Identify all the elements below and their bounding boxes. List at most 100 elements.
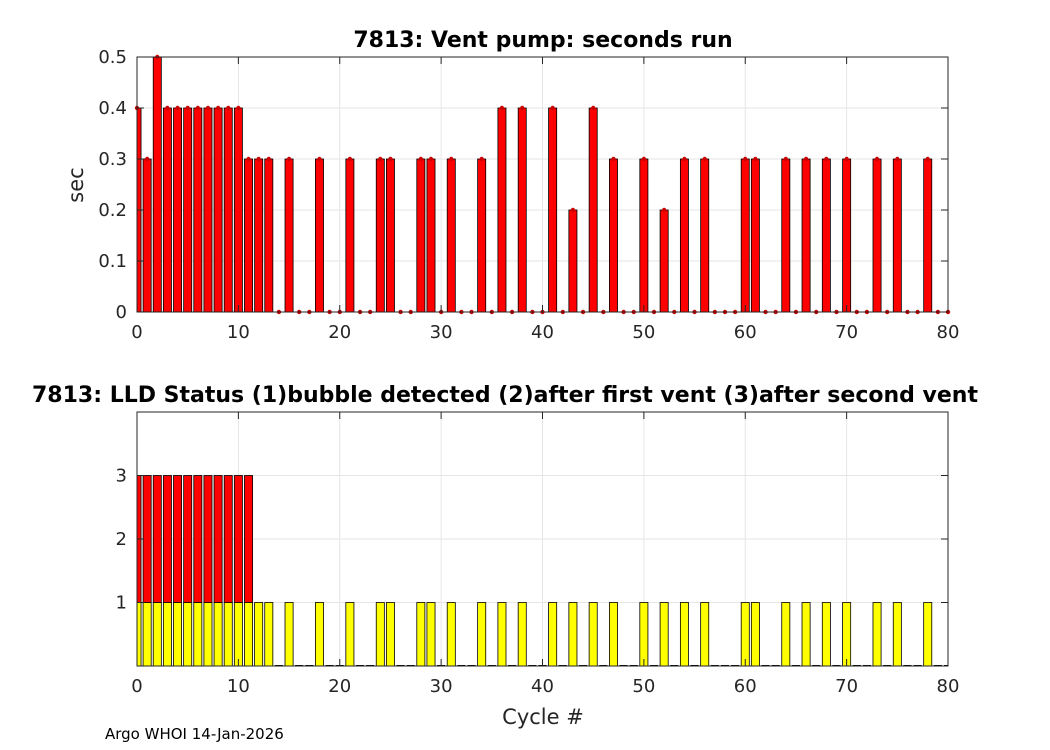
lld-status-xlabel: Cycle # <box>502 705 584 729</box>
vent-pump-bar <box>740 158 750 313</box>
vent-pump-bar <box>588 107 598 313</box>
lld-status-bar-bubble <box>244 602 253 667</box>
vent-pump-point <box>702 156 707 162</box>
vent-pump-point <box>925 156 930 162</box>
lld-status-xtick-label: 60 <box>734 676 757 697</box>
vent-pump-point <box>844 156 849 162</box>
lld-status-bar-bubble <box>872 602 882 667</box>
lld-status-bar-second-vent <box>213 475 223 603</box>
vent-pump-bar <box>750 158 760 313</box>
lld-status-xtick-label: 20 <box>328 676 351 697</box>
vent-pump-point <box>895 156 900 162</box>
vent-pump-point <box>682 156 687 162</box>
vent-pump-point <box>499 105 505 111</box>
vent-pump-point <box>256 156 261 162</box>
vent-pump-bar <box>284 158 294 313</box>
vent-pump-bar <box>609 158 618 313</box>
vent-pump-bar <box>548 107 558 313</box>
vent-pump-point <box>347 156 353 162</box>
vent-pump-bar <box>416 158 426 313</box>
vent-pump-xtick-label: 0 <box>131 322 142 343</box>
vent-pump-bar <box>679 158 689 313</box>
lld-status-ytick-label: 1 <box>116 593 127 614</box>
vent-pump-bar <box>385 158 395 313</box>
vent-pump-point <box>286 156 292 162</box>
lld-status-bar-bubble <box>842 602 852 667</box>
lld-status-bar-bubble <box>477 602 487 667</box>
lld-status-bar-bubble <box>446 602 456 667</box>
lld-status-bar-bubble <box>345 602 355 667</box>
lld-status-bar-second-vent <box>244 475 253 603</box>
lld-status-title: 7813: LLD Status (1)bubble detected (2)a… <box>32 383 978 408</box>
vent-pump-point <box>165 105 170 111</box>
vent-pump-point <box>449 156 454 162</box>
vent-pump-xtick-label: 10 <box>227 322 250 343</box>
footer-credit: Argo WHOI 14-Jan-2026 <box>105 725 284 743</box>
vent-pump-bar <box>781 158 791 313</box>
vent-pump-bar <box>162 107 172 313</box>
vent-pump-point <box>378 156 383 162</box>
vent-pump-ytick-label: 0 <box>116 302 127 323</box>
lld-status-bar-second-vent <box>152 475 162 603</box>
vent-pump-bar <box>315 158 324 313</box>
vent-pump-point <box>175 105 180 111</box>
vent-pump-point <box>185 105 190 111</box>
vent-pump-bar <box>213 107 223 313</box>
vent-pump-xtick-label: 50 <box>632 322 655 343</box>
lld-status-bar-bubble <box>801 602 811 667</box>
vent-pump-bar <box>345 158 355 313</box>
lld-status-bar-bubble <box>517 602 527 667</box>
vent-pump-point <box>753 156 758 162</box>
vent-pump-xtick-label: 30 <box>430 322 453 343</box>
vent-pump-xtick-label: 20 <box>328 322 351 343</box>
vent-pump-ytick-label: 0.4 <box>98 98 127 119</box>
lld-status-bar-bubble <box>264 602 274 667</box>
vent-pump-point <box>215 105 221 111</box>
vent-pump-bar <box>801 158 811 313</box>
vent-pump-point <box>226 105 231 111</box>
lld-status-xtick-label: 30 <box>430 676 453 697</box>
vent-pump-point <box>661 207 667 213</box>
lld-status-tick-labels: 0 10 20 30 40 50 60 70 80 1 2 3 <box>116 466 960 698</box>
vent-pump-bar <box>923 158 933 313</box>
lld-status-bar-second-vent <box>233 475 243 603</box>
vent-pump-point <box>246 156 251 162</box>
vent-pump-bar <box>639 158 649 313</box>
lld-status-bar-second-vent <box>203 475 213 603</box>
vent-pump-point <box>428 156 434 162</box>
vent-pump-point <box>641 156 647 162</box>
lld-status-bar-bubble <box>173 602 183 667</box>
lld-status-bar-bubble <box>193 602 203 667</box>
vent-pump-bar <box>254 158 264 313</box>
lld-status-ytick-label: 2 <box>116 529 127 550</box>
vent-pump-point <box>550 105 555 111</box>
vent-pump-point <box>418 156 424 162</box>
vent-pump-point <box>388 156 393 162</box>
lld-status-bar-bubble <box>254 602 264 667</box>
vent-pump-bar <box>700 158 710 313</box>
lld-status-bar-bubble <box>223 602 233 667</box>
vent-pump-point <box>611 156 616 162</box>
lld-status-bar-bubble <box>639 602 649 667</box>
vent-pump-xtick-label: 60 <box>734 322 757 343</box>
vent-pump-point <box>317 156 322 162</box>
lld-status-bar-second-vent <box>173 475 183 603</box>
vent-pump-bar <box>477 158 487 313</box>
vent-pump-point <box>743 156 748 162</box>
lld-status-bar-bubble <box>152 602 162 667</box>
vent-pump-bar <box>223 107 233 313</box>
vent-pump-point <box>266 156 271 162</box>
vent-pump-xtick-label: 40 <box>531 322 554 343</box>
vent-pump-point <box>479 156 484 162</box>
lld-status-ytick-label: 3 <box>116 466 127 487</box>
vent-pump-bar <box>152 56 162 313</box>
vent-pump-point <box>570 207 576 213</box>
lld-status-bar-bubble <box>142 602 152 667</box>
lld-status-bar-bubble <box>740 602 750 667</box>
vent-pump-point <box>783 156 788 162</box>
lld-status-bar-bubble <box>497 602 507 667</box>
lld-status-bar-bubble <box>700 602 710 667</box>
lld-status-bar-bubble <box>588 602 598 667</box>
vent-pump-point <box>824 156 829 162</box>
